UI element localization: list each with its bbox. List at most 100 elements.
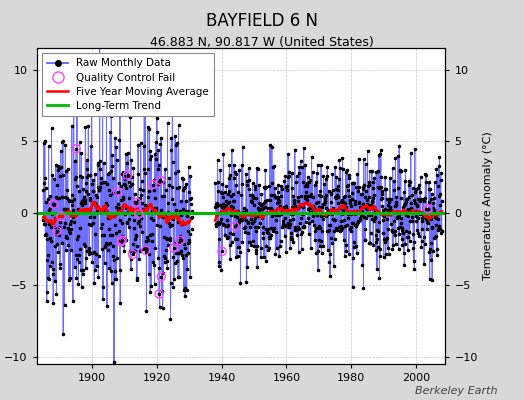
- Point: [421, 241, 429, 248]
- Point: [381, 174, 389, 180]
- Point: [260, 254, 268, 260]
- Point: [226, 171, 235, 178]
- Point: [326, 190, 335, 197]
- Point: [333, 208, 341, 215]
- Point: [434, 226, 443, 232]
- Point: [384, 226, 392, 232]
- Point: [286, 245, 294, 251]
- Point: [309, 194, 318, 201]
- Point: [236, 280, 245, 286]
- Point: [264, 230, 272, 236]
- Point: [360, 181, 368, 188]
- Point: [377, 147, 385, 153]
- Point: [429, 205, 438, 212]
- Point: [353, 171, 362, 178]
- Point: [417, 196, 425, 202]
- Point: [171, 170, 180, 176]
- Point: [218, 180, 226, 187]
- Point: [278, 208, 287, 214]
- Point: [409, 185, 417, 192]
- Point: [222, 183, 231, 190]
- Point: [373, 266, 381, 272]
- Point: [383, 196, 391, 202]
- Point: [121, 182, 129, 188]
- Point: [378, 188, 386, 194]
- Point: [212, 221, 220, 227]
- Point: [59, 212, 67, 218]
- Point: [99, 178, 107, 185]
- Point: [41, 185, 50, 192]
- Point: [415, 210, 423, 217]
- Point: [383, 216, 391, 222]
- Point: [269, 226, 278, 232]
- Point: [133, 243, 141, 250]
- Point: [123, 219, 131, 226]
- Point: [87, 222, 95, 228]
- Point: [108, 242, 117, 249]
- Point: [82, 255, 91, 261]
- Point: [359, 285, 368, 291]
- Point: [305, 200, 313, 207]
- Point: [274, 188, 282, 195]
- Point: [426, 245, 434, 252]
- Point: [125, 216, 134, 222]
- Point: [229, 204, 237, 210]
- Point: [128, 181, 136, 188]
- Point: [419, 196, 427, 203]
- Point: [352, 208, 360, 214]
- Point: [410, 266, 419, 272]
- Point: [322, 205, 330, 211]
- Point: [148, 208, 156, 214]
- Point: [346, 203, 355, 210]
- Point: [287, 204, 296, 210]
- Point: [230, 230, 238, 237]
- Point: [255, 211, 263, 217]
- Point: [95, 186, 103, 193]
- Point: [287, 211, 296, 217]
- Point: [332, 195, 340, 202]
- Point: [63, 186, 71, 193]
- Point: [290, 206, 298, 212]
- Point: [436, 191, 444, 197]
- Point: [351, 211, 359, 218]
- Point: [225, 162, 234, 168]
- Point: [116, 300, 124, 306]
- Point: [40, 140, 48, 146]
- Point: [106, 191, 115, 198]
- Point: [170, 245, 178, 251]
- Point: [336, 227, 345, 233]
- Point: [93, 207, 101, 214]
- Point: [81, 124, 90, 131]
- Point: [307, 193, 315, 200]
- Point: [154, 180, 162, 187]
- Point: [171, 260, 179, 266]
- Point: [413, 184, 422, 191]
- Point: [289, 192, 298, 199]
- Point: [141, 247, 150, 254]
- Point: [436, 170, 445, 176]
- Point: [218, 248, 226, 255]
- Point: [225, 175, 233, 181]
- Point: [81, 243, 89, 249]
- Point: [432, 214, 440, 221]
- Point: [422, 206, 431, 212]
- Point: [331, 194, 340, 200]
- Point: [349, 180, 357, 187]
- Point: [146, 232, 154, 238]
- Point: [273, 244, 281, 251]
- Point: [359, 201, 367, 208]
- Point: [161, 187, 170, 193]
- Point: [219, 201, 227, 208]
- Point: [127, 256, 135, 263]
- Point: [175, 184, 183, 190]
- Point: [315, 224, 324, 231]
- Point: [421, 170, 430, 177]
- Point: [428, 225, 436, 231]
- Point: [160, 253, 168, 260]
- Point: [42, 231, 50, 238]
- Point: [124, 172, 132, 179]
- Point: [347, 211, 355, 217]
- Point: [88, 259, 96, 266]
- Point: [157, 135, 165, 142]
- Point: [330, 263, 338, 269]
